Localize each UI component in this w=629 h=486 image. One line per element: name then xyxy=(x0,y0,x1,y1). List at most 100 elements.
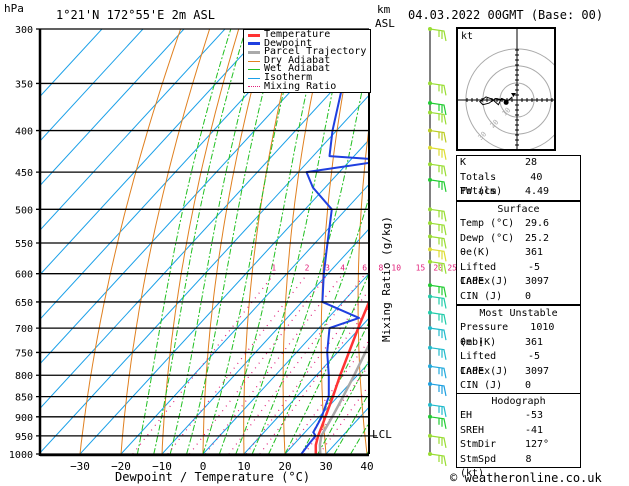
temperature-tick-label: 40 xyxy=(360,460,373,473)
wind-barb xyxy=(429,111,447,125)
wind-barb xyxy=(429,147,447,160)
pressure-tick-label: 350 xyxy=(15,79,33,90)
row-value: -41 xyxy=(525,424,544,436)
isotherm-line xyxy=(40,29,144,142)
lcl-label: LCL xyxy=(372,428,392,441)
legend-item: Isotherm xyxy=(244,73,370,83)
height-unit-asl: ASL xyxy=(375,17,395,30)
row-label: Pressure (mb) xyxy=(460,322,509,348)
mixing-ratio-label: 4 xyxy=(340,264,345,273)
hodograph-row: SREH -41 xyxy=(457,424,580,439)
surface-row: θe(K) 361 xyxy=(457,246,580,261)
row-value: 1010 xyxy=(530,322,555,333)
mixing-ratio-line xyxy=(132,273,275,454)
wet-adiabat-line xyxy=(186,29,280,454)
row-label: StmSpd (kt) xyxy=(460,453,497,480)
row-label: Temp (°C) xyxy=(460,218,515,229)
pressure-tick-label: 300 xyxy=(15,25,33,36)
wind-barb xyxy=(429,327,447,341)
row-value: 127° xyxy=(525,439,550,450)
dry-adiabat-line xyxy=(202,29,269,454)
mixing-ratio-line xyxy=(303,364,369,454)
most-unstable-row: θe (K) 361 xyxy=(457,336,580,351)
wind-barb-dot xyxy=(428,207,432,212)
surface-panel: Surface Temp (°C) 29.6 Dewp (°C) 25.2 θe(K) 3… xyxy=(456,201,581,305)
hodograph-row: StmDir 127° xyxy=(457,438,580,453)
dry-adiabat-line xyxy=(587,5,629,472)
legend-swatch xyxy=(248,33,260,37)
hodograph-ring-label: 20 xyxy=(489,118,501,130)
wind-barb xyxy=(429,347,447,360)
row-value: 40 xyxy=(530,171,543,183)
pressure-tick-label: 500 xyxy=(15,205,33,216)
dry-adiabat-line xyxy=(320,29,356,454)
surface-row: CAPE (J) 3097 xyxy=(457,275,580,290)
isotherm-line xyxy=(79,139,369,454)
dry-adiabat-line xyxy=(394,5,417,472)
row-value: 361 xyxy=(525,247,544,258)
legend-swatch xyxy=(248,86,260,88)
wind-barb xyxy=(429,248,447,262)
mixing-ratio-label: 15 xyxy=(416,264,426,273)
row-value: -5 xyxy=(528,351,541,362)
row-label: Lifted Index xyxy=(460,351,497,377)
legend-label: Temperature xyxy=(264,29,331,40)
row-value: 3097 xyxy=(525,365,550,377)
pressure-tick-label: 450 xyxy=(15,168,33,179)
row-label: CIN (J) xyxy=(460,380,503,391)
wind-barb xyxy=(429,179,447,193)
isotherm-line xyxy=(40,94,369,454)
most-unstable-panel: Most Unstable Pressure (mb) 1010 θe (K) 361… xyxy=(456,305,581,394)
legend-label: Dewpoint xyxy=(264,37,313,49)
wind-barb xyxy=(429,222,447,236)
row-label: Totals Totals xyxy=(460,171,497,198)
wet-adiabat-line xyxy=(284,272,369,454)
row-value: 3097 xyxy=(525,276,550,287)
hodograph-panel: 10 20 30 kt xyxy=(456,27,569,152)
indices-row: K 28 xyxy=(457,156,580,171)
datetime-title: 04.03.2022 00GMT (Base: 00) xyxy=(408,8,604,22)
legend: Temperature Dewpoint Parcel Trajectory Dry … xyxy=(243,29,371,93)
surface-row: Lifted Index -5 xyxy=(457,261,580,288)
storm-motion-marker xyxy=(503,99,509,105)
legend-item: Temperature xyxy=(244,29,370,40)
legend-label: Wet Adiabat xyxy=(264,63,331,75)
mixing-ratio-label: 6 xyxy=(362,264,367,273)
indices-panel: K 28 Totals Totals 40 PW (cm) 4.49 xyxy=(456,155,581,201)
mixing-ratio-line xyxy=(285,339,369,454)
surface-row: CIN (J) 0 xyxy=(457,290,580,305)
mixing-ratio-line xyxy=(228,273,366,454)
mixing-ratio-label: 10 xyxy=(391,264,401,273)
row-label: StmDir xyxy=(460,439,497,450)
temperature-tick-label: −30 xyxy=(70,460,90,473)
row-value: 29.6 xyxy=(525,218,550,229)
mixing-ratio-label: 3 xyxy=(325,264,330,273)
wind-barb xyxy=(429,295,447,309)
wet-adiabat-line xyxy=(268,195,369,454)
pressure-unit-label: hPa xyxy=(4,2,24,15)
isotherm-line xyxy=(40,29,103,98)
isotherm-line xyxy=(161,228,369,454)
pressure-tick-label: 1000 xyxy=(9,450,33,461)
hodograph-stats-panel: Hodograph EH -53 SREH -41 StmDir 127° StmSpd (… xyxy=(456,393,581,480)
legend-item: Mixing Ratio xyxy=(244,81,370,92)
pressure-tick-label: 900 xyxy=(15,413,33,424)
legend-swatch xyxy=(248,69,260,71)
wind-barb xyxy=(429,435,447,449)
dry-adiabat-line xyxy=(120,29,211,454)
row-value: -53 xyxy=(525,410,544,421)
row-label: SREH xyxy=(460,424,485,436)
pressure-tick-label: 800 xyxy=(15,371,33,382)
most-unstable-row: Lifted Index -5 xyxy=(457,350,580,377)
row-value: 0 xyxy=(525,380,532,391)
mean-wind-marker xyxy=(511,93,516,97)
isotherm-line xyxy=(40,29,185,187)
wind-barb xyxy=(429,208,447,222)
location-title: 1°21'N 172°55'E 2m ASL xyxy=(56,8,215,22)
pressure-tick-label: 750 xyxy=(15,348,33,359)
row-value: -5 xyxy=(528,261,541,273)
hodograph-ring-label: 10 xyxy=(501,106,513,118)
row-label: Dewp (°C) xyxy=(460,232,515,244)
most-unstable-title: Most Unstable xyxy=(479,308,558,319)
